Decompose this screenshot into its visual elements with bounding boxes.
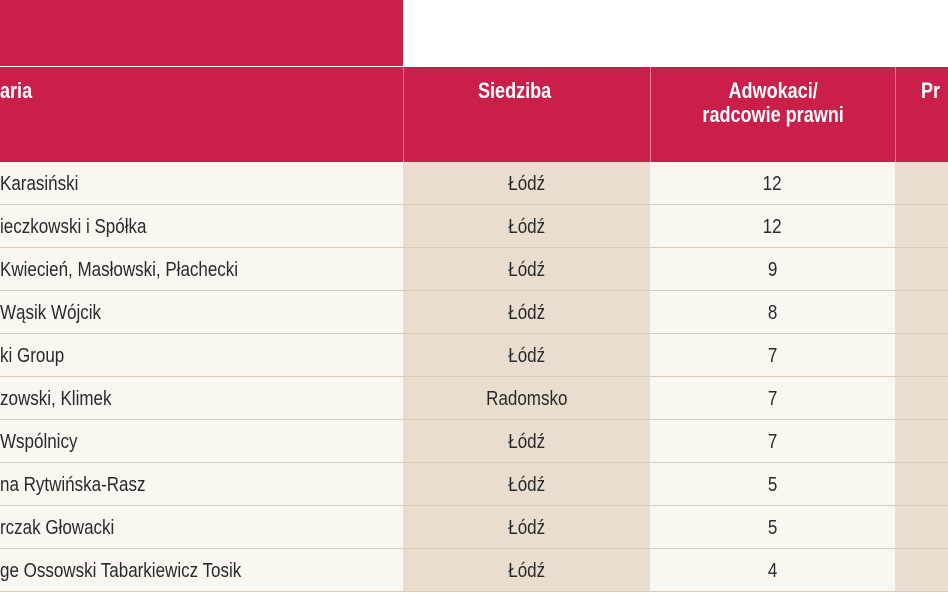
city: Łódź [508,517,545,539]
header-col4: Pr [921,78,941,103]
lawyers-count: 4 [767,560,778,582]
col4-cell [895,334,948,376]
header-divider [895,67,896,162]
col4-cell [895,291,948,333]
city-cell: Łódź [403,334,650,376]
firm-name-cell: na Rytwińska-Rasz [0,463,403,505]
header-firm-name: aria [0,78,33,103]
city: Łódź [508,302,545,324]
col4-cell [895,506,948,548]
city-cell: Łódź [403,205,650,247]
col4-cell [895,205,948,247]
header-lawyers-line1: Adwokaci/ [728,78,818,103]
lawyers-count: 5 [767,474,778,496]
lawyers-count: 12 [763,173,782,195]
firm-name: na Rytwińska-Rasz [0,474,146,496]
col4-cell [895,463,948,505]
table-row: Wspólnicy Łódź 7 [0,420,948,463]
table-header: aria Siedziba Adwokaci/ radcowie prawni … [0,67,948,162]
firm-name-cell: rczak Głowacki [0,506,403,548]
city: Łódź [508,474,545,496]
lawyers-cell: 7 [650,334,895,376]
lawyers-count: 7 [767,345,778,367]
firm-name: Kwiecień, Masłowski, Płachecki [0,259,239,281]
firm-name: ieczkowski i Spółka [0,216,147,238]
header-lawyers: Adwokaci/ radcowie prawni [678,79,868,174]
city-cell: Łódź [403,291,650,333]
table-row: ki Group Łódź 7 [0,334,948,377]
firm-name: ge Ossowski Tabarkiewicz Tosik [0,560,242,582]
city-cell: Łódź [403,162,650,204]
lawyers-count: 7 [767,388,778,410]
city-cell: Łódź [403,420,650,462]
table-row: Kwiecień, Masłowski, Płachecki Łódź 9 [0,248,948,291]
lawyers-count: 8 [767,302,778,324]
header-city: Siedziba [478,78,552,103]
city-cell: Łódź [403,549,650,591]
city: Łódź [508,431,545,453]
lawyers-count: 12 [763,216,782,238]
lawyers-cell: 5 [650,463,895,505]
title-band [0,0,403,66]
firm-name: ki Group [0,345,65,367]
lawyers-cell: 12 [650,162,895,204]
firm-name-cell: Karasiński [0,162,403,204]
lawyers-cell: 5 [650,506,895,548]
lawyers-cell: 12 [650,205,895,247]
table-row: zowski, Klimek Radomsko 7 [0,377,948,420]
header-divider [650,67,651,162]
table-row: rczak Głowacki Łódź 5 [0,506,948,549]
firm-name-cell: ki Group [0,334,403,376]
city-cell: Łódź [403,506,650,548]
lawyers-cell: 7 [650,377,895,419]
lawyers-cell: 4 [650,549,895,591]
firm-name-cell: ge Ossowski Tabarkiewicz Tosik [0,549,403,591]
col4-cell [895,377,948,419]
city-cell: Łódź [403,248,650,290]
firm-name: Wąsik Wójcik [0,302,102,324]
firm-name-cell: Wąsik Wójcik [0,291,403,333]
city-cell: Radomsko [403,377,650,419]
table-row: Wąsik Wójcik Łódź 8 [0,291,948,334]
firm-name-cell: Kwiecień, Masłowski, Płachecki [0,248,403,290]
table-row: na Rytwińska-Rasz Łódź 5 [0,463,948,506]
city-cell: Łódź [403,463,650,505]
table-row: ge Ossowski Tabarkiewicz Tosik Łódź 4 [0,549,948,592]
col4-cell [895,420,948,462]
city: Radomsko [485,388,568,410]
lawyers-count: 7 [767,431,778,453]
col4-cell [895,248,948,290]
lawyers-count: 9 [767,259,778,281]
lawyers-cell: 8 [650,291,895,333]
lawyers-cell: 9 [650,248,895,290]
city: Łódź [508,216,545,238]
firm-name: Karasiński [0,173,79,195]
city: Łódź [508,560,545,582]
firm-name-cell: Wspólnicy [0,420,403,462]
col4-cell [895,162,948,204]
firm-name-cell: ieczkowski i Spółka [0,205,403,247]
firm-name: zowski, Klimek [0,388,112,410]
firm-name: Wspólnicy [0,431,78,453]
table-row: Karasiński Łódź 12 [0,162,948,205]
city: Łódź [508,173,545,195]
col4-cell [895,549,948,591]
header-lawyers-line2: radcowie prawni [702,102,844,127]
city: Łódź [508,345,545,367]
table-row: ieczkowski i Spółka Łódź 12 [0,205,948,248]
city: Łódź [508,259,545,281]
lawyers-count: 5 [767,517,778,539]
firm-name-cell: zowski, Klimek [0,377,403,419]
firm-name: rczak Głowacki [0,517,115,539]
lawyers-cell: 7 [650,420,895,462]
header-divider [403,67,404,162]
